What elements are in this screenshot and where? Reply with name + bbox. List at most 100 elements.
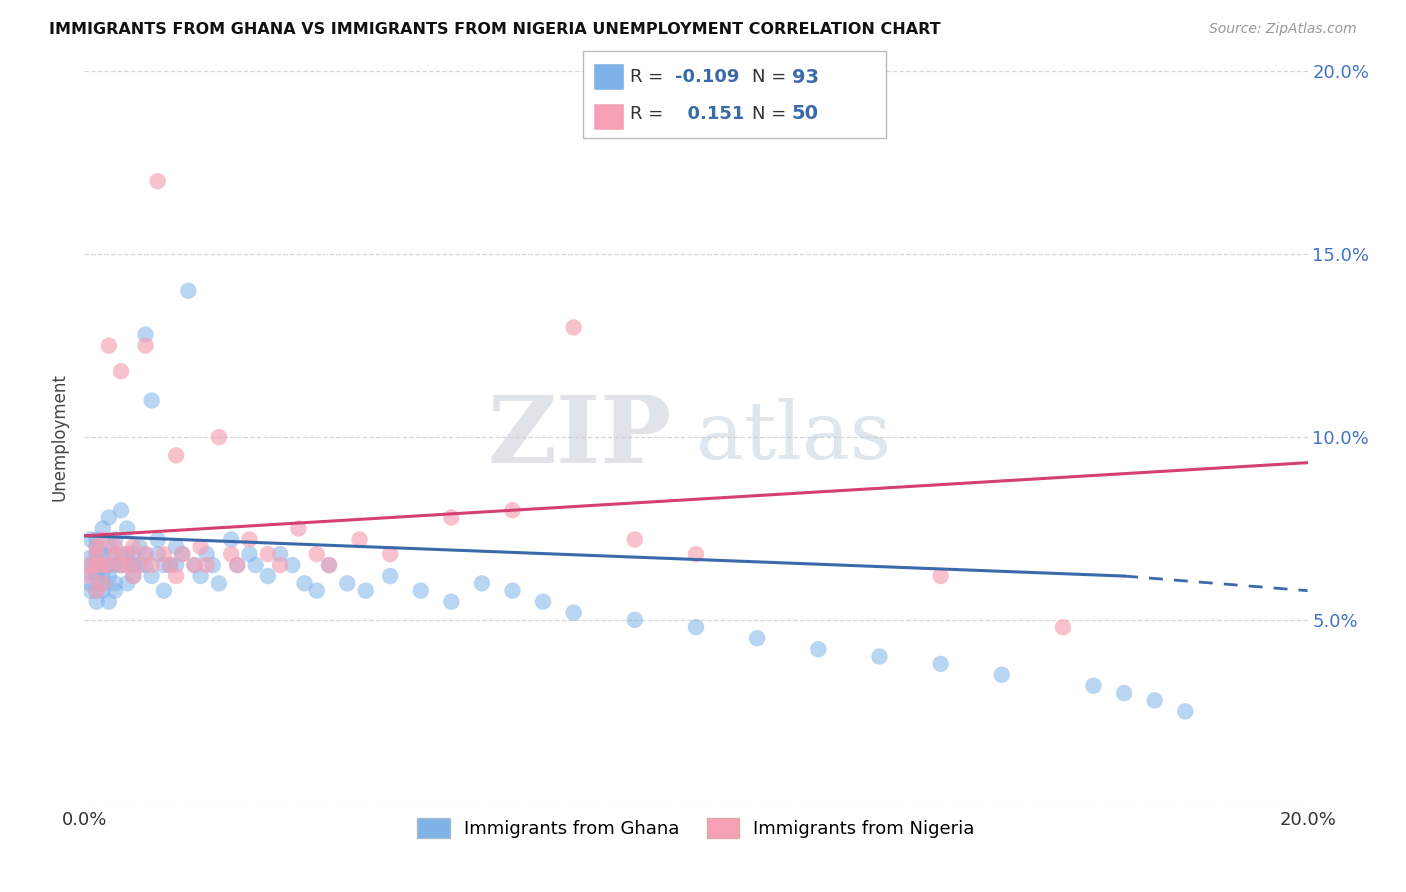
- Text: ZIP: ZIP: [488, 392, 672, 482]
- Point: [86, 583, 108, 598]
- Point: [122, 547, 145, 561]
- Point: [135, 547, 157, 561]
- Text: IMMIGRANTS FROM GHANA VS IMMIGRANTS FROM NIGERIA UNEMPLOYMENT CORRELATION CHART: IMMIGRANTS FROM GHANA VS IMMIGRANTS FROM…: [49, 22, 941, 37]
- Point: [807, 642, 830, 657]
- Point: [281, 558, 304, 573]
- Point: [86, 569, 108, 583]
- Point: [91, 547, 114, 561]
- Point: [747, 632, 769, 646]
- Point: [1174, 705, 1197, 719]
- Point: [440, 510, 463, 524]
- Point: [128, 558, 150, 573]
- Point: [165, 569, 187, 583]
- Point: [380, 569, 402, 583]
- Point: [409, 583, 432, 598]
- Point: [146, 533, 169, 547]
- Point: [208, 576, 231, 591]
- Point: [226, 558, 249, 573]
- Point: [685, 547, 707, 561]
- Point: [190, 540, 212, 554]
- Point: [104, 540, 127, 554]
- Point: [153, 583, 176, 598]
- Point: [97, 510, 120, 524]
- Point: [172, 547, 194, 561]
- Point: [79, 576, 101, 591]
- Text: R =: R =: [630, 104, 664, 123]
- Point: [141, 558, 163, 573]
- Point: [929, 569, 952, 583]
- Point: [115, 521, 138, 535]
- Point: [165, 448, 187, 462]
- Point: [91, 521, 114, 535]
- Point: [502, 583, 524, 598]
- Point: [1052, 620, 1074, 634]
- Point: [115, 558, 138, 573]
- Point: [146, 547, 169, 561]
- Point: [79, 569, 101, 583]
- Point: [183, 558, 205, 573]
- Point: [238, 547, 260, 561]
- Point: [86, 594, 108, 608]
- Point: [135, 338, 157, 352]
- Point: [257, 547, 280, 561]
- Point: [318, 558, 340, 573]
- Point: [141, 569, 163, 583]
- Point: [1114, 686, 1136, 700]
- Point: [336, 576, 359, 591]
- Point: [562, 606, 585, 620]
- Point: [183, 558, 205, 573]
- Point: [86, 558, 108, 573]
- Point: [624, 613, 647, 627]
- Point: [86, 558, 108, 573]
- Point: [153, 547, 176, 561]
- Point: [141, 393, 163, 408]
- Point: [146, 174, 169, 188]
- Point: [257, 569, 280, 583]
- Point: [354, 583, 377, 598]
- Point: [195, 558, 218, 573]
- Point: [97, 558, 120, 573]
- Point: [219, 533, 242, 547]
- Point: [245, 558, 267, 573]
- Point: [91, 583, 114, 598]
- Point: [79, 566, 101, 580]
- Point: [79, 533, 101, 547]
- Point: [869, 649, 891, 664]
- Text: 50: 50: [792, 104, 818, 123]
- Point: [79, 558, 101, 573]
- Point: [305, 547, 328, 561]
- Point: [104, 576, 127, 591]
- Point: [165, 540, 187, 554]
- Point: [79, 550, 101, 565]
- Point: [110, 364, 132, 378]
- Point: [104, 583, 127, 598]
- Point: [104, 558, 127, 573]
- Point: [79, 583, 101, 598]
- Point: [219, 547, 242, 561]
- Point: [91, 576, 114, 591]
- Point: [110, 503, 132, 517]
- Point: [110, 547, 132, 561]
- Text: N =: N =: [752, 68, 786, 86]
- Point: [380, 547, 402, 561]
- Point: [115, 558, 138, 573]
- Text: N =: N =: [752, 104, 786, 123]
- Point: [471, 576, 494, 591]
- Point: [115, 576, 138, 591]
- Point: [190, 569, 212, 583]
- Point: [440, 594, 463, 608]
- Text: atlas: atlas: [696, 398, 891, 476]
- Point: [115, 547, 138, 561]
- Point: [122, 569, 145, 583]
- Point: [91, 569, 114, 583]
- Point: [91, 547, 114, 561]
- Point: [624, 533, 647, 547]
- Point: [195, 547, 218, 561]
- Point: [135, 327, 157, 342]
- Point: [97, 594, 120, 608]
- Point: [208, 430, 231, 444]
- Point: [86, 547, 108, 561]
- Text: 0.151: 0.151: [675, 104, 744, 123]
- Point: [153, 558, 176, 573]
- Text: 93: 93: [792, 68, 818, 87]
